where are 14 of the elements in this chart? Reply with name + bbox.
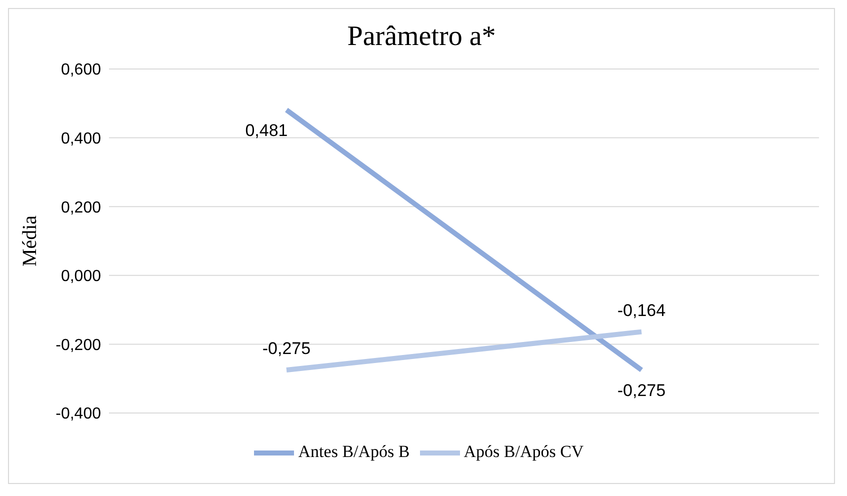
y-tick-label: 0,400 bbox=[60, 130, 102, 148]
y-axis-title: Média bbox=[19, 215, 42, 267]
data-label: -0,275 bbox=[262, 339, 311, 358]
data-label: 0,481 bbox=[245, 120, 288, 140]
y-tick-label: 0,200 bbox=[60, 199, 102, 216]
data-label: -0,275 bbox=[617, 381, 666, 400]
y-tick-label: 0,600 bbox=[60, 62, 102, 79]
data-label: -0,164 bbox=[617, 300, 666, 320]
y-tick-label: 0,000 bbox=[60, 268, 102, 286]
legend-label: Após B/Após CV bbox=[464, 442, 584, 461]
chart-title: Parâmetro a* bbox=[346, 21, 497, 53]
y-tick-label: -0,200 bbox=[56, 336, 102, 354]
y-tick-label: -0,400 bbox=[56, 406, 102, 423]
legend-label: Antes B/Após B bbox=[298, 442, 410, 461]
